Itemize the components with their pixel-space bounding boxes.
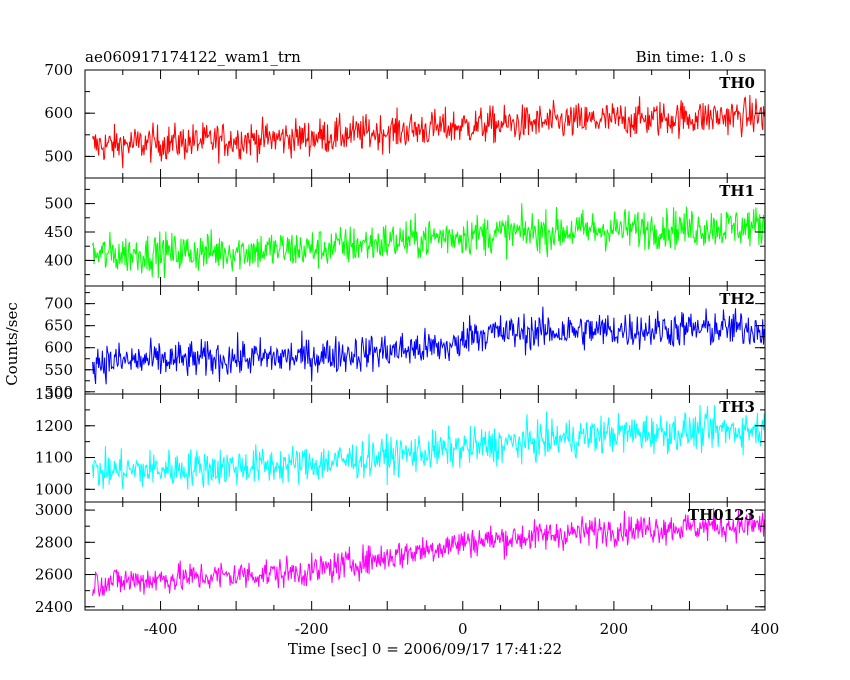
y-tick-label: 600 [44, 339, 73, 357]
series-th2 [92, 306, 765, 385]
x-tick-label: -400 [144, 620, 178, 638]
y-tick-label: 2800 [35, 533, 73, 551]
x-tick-label: -200 [295, 620, 329, 638]
y-tick-label: 1100 [35, 449, 73, 467]
y-tick-label: 400 [44, 251, 73, 269]
x-tick-label: 400 [751, 620, 780, 638]
panel-th1: 400 450 500 TH1 [44, 177, 766, 287]
bin-time-label: Bin time: 1.0 s [636, 48, 746, 66]
y-tick-label: 600 [44, 104, 73, 122]
x-tick-label: 200 [600, 620, 629, 638]
y-tick-label: 650 [44, 317, 73, 335]
panel-name: TH0 [719, 74, 755, 92]
y-tick-label: 550 [44, 361, 73, 379]
series-th0123 [92, 508, 765, 597]
panel-name: TH3 [719, 398, 755, 416]
panel-name: TH1 [719, 182, 755, 200]
series-th0 [92, 94, 765, 169]
x-tick-label: 0 [458, 620, 468, 638]
series-th3 [92, 404, 765, 490]
y-tick-label: 700 [44, 61, 73, 79]
panels: 500 600 700 TH0 400 450 500 TH1 500 550 600 650 700 T… [35, 61, 780, 638]
y-tick-label: 2600 [35, 566, 73, 584]
y-tick-label: 1000 [35, 480, 73, 498]
y-tick-label: 1200 [35, 417, 73, 435]
y-tick-label: 500 [44, 195, 73, 213]
y-tick-label: 1300 [35, 385, 73, 403]
y-tick-label: 450 [44, 223, 73, 241]
y-tick-label: 700 [44, 295, 73, 313]
panel-th3: 1000 1100 1200 1300 TH3 [35, 385, 766, 503]
panel-th0: 500 600 700 TH0 [44, 61, 766, 179]
y-tick-label: 3000 [35, 501, 73, 519]
y-tick-label: 2400 [35, 598, 73, 616]
y-tick-label: 500 [44, 383, 73, 401]
chart-title: ae060917174122_wam1_trn [85, 48, 301, 66]
panel-frame [84, 393, 766, 503]
x-axis-label: Time [sec] 0 = 2006/09/17 17:41:22 [288, 640, 562, 658]
y-axis-label: Counts/sec [3, 302, 21, 386]
y-tick-label: 500 [44, 147, 73, 165]
panel-frame [84, 69, 766, 179]
panel-name: TH2 [719, 290, 755, 308]
panel-th0123: 2400 2600 2800 3000 TH0123 [35, 501, 766, 616]
series-th1 [92, 203, 765, 279]
panel-th2: 500 550 600 650 700 TH2 [44, 285, 766, 401]
panel-name: TH0123 [688, 506, 755, 524]
